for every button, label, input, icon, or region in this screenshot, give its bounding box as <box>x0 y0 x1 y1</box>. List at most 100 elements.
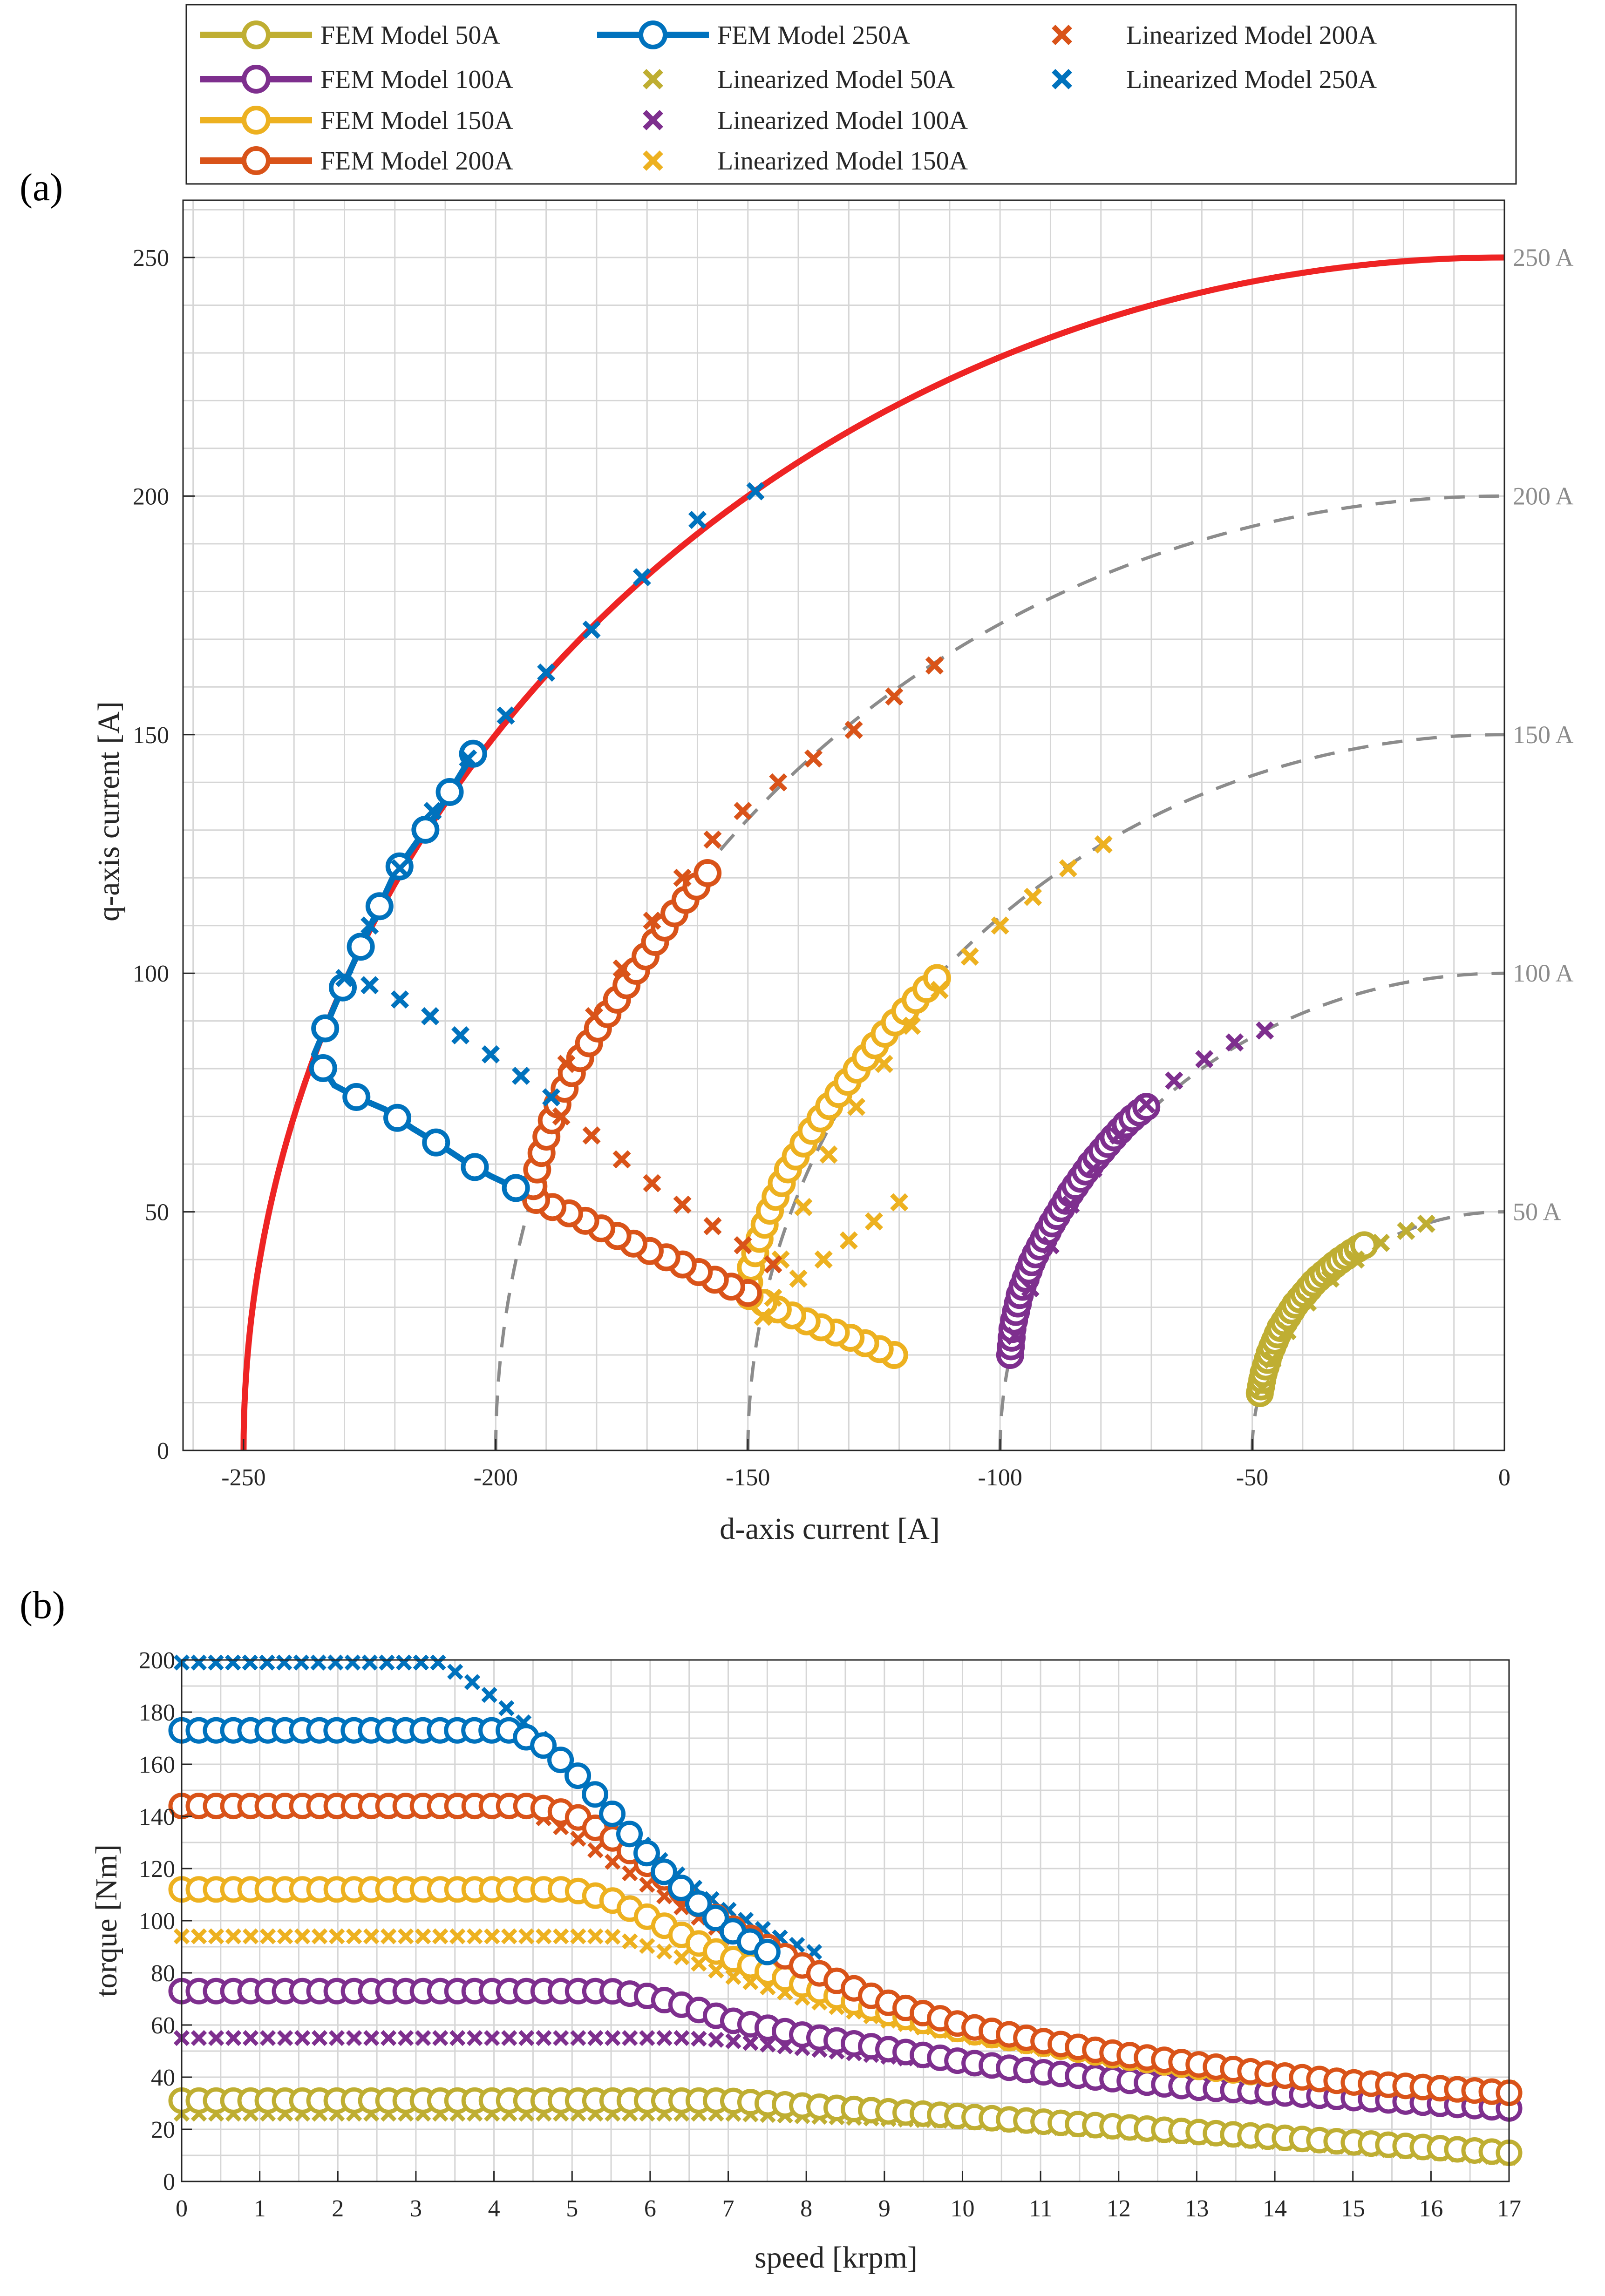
linearized-data-point <box>294 1928 311 1944</box>
y-tick-label: 160 <box>139 1752 175 1778</box>
linearized-data-point <box>612 959 631 978</box>
x-tick-label: 16 <box>1419 2195 1443 2222</box>
current-limit-circle-250 <box>240 254 1505 1451</box>
legend-entry: FEM Model 100A <box>200 65 513 94</box>
linearized-data-point <box>1195 1050 1214 1069</box>
linearized-data-point <box>432 2030 449 2046</box>
linearized-data-point <box>1347 1250 1365 1269</box>
fem-data-point <box>754 1938 781 1965</box>
linearized-data-point <box>467 2030 483 2046</box>
panel-b-series <box>168 1654 1523 2166</box>
linearized-data-point <box>1094 835 1113 854</box>
linearized-data-point <box>553 1928 569 1944</box>
fem-data-point <box>342 1083 371 1111</box>
linearized-data-point <box>451 1026 470 1044</box>
fem-data-point <box>582 1781 609 1808</box>
linearized-data-point <box>643 911 661 930</box>
linearized-data-point <box>587 2030 604 2046</box>
linearized-data-point <box>725 1969 741 1985</box>
linearized-data-point <box>423 802 442 820</box>
linearized-data-point <box>430 1654 446 1671</box>
legend-cross-marker <box>1052 25 1072 45</box>
fem-data-point <box>309 1054 337 1082</box>
x-tick-label: -250 <box>221 1464 265 1491</box>
linearized-data-point <box>991 916 1009 935</box>
linearized-data-point <box>1256 1021 1274 1040</box>
legend-label: FEM Model 50A <box>320 21 500 50</box>
linearized-data-point <box>259 1928 276 1944</box>
linearized-data-point <box>464 1674 481 1690</box>
x-tick-label: 10 <box>950 2195 974 2222</box>
linearized-series <box>552 656 944 1273</box>
y-tick-label: 200 <box>133 483 169 510</box>
x-tick-label: 8 <box>800 2195 812 2222</box>
linearized-data-point <box>395 1654 412 1671</box>
linearized-data-point <box>1321 1269 1340 1288</box>
linearized-data-point <box>449 1928 466 1944</box>
x-tick-label: 11 <box>1029 2195 1052 2222</box>
linearized-data-point <box>587 1928 604 1944</box>
x-axis-label: d-axis current [A] <box>720 1512 940 1546</box>
linearized-data-point <box>612 1150 631 1169</box>
y-tick-label: 120 <box>139 1856 175 1883</box>
linearized-data-point <box>432 1928 449 1944</box>
linearized-data-point <box>769 773 788 792</box>
y-axis-label: q-axis current [A] <box>92 701 126 921</box>
current-limit-circles: 250 A 200 A 150 A 100 A 50 A <box>240 244 1574 1451</box>
linearized-data-point <box>536 2030 552 2046</box>
linearized-series <box>1253 1214 1435 1398</box>
linearized-data-point <box>656 1943 673 1960</box>
linearized-data-point <box>360 916 379 935</box>
x-tick-label: 4 <box>488 2195 500 2222</box>
fem-data-point <box>685 1890 712 1917</box>
linearized-data-point <box>360 976 379 995</box>
linearized-data-point <box>501 2030 517 2046</box>
x-tick-label: 13 <box>1184 2195 1209 2222</box>
x-tick-label: 15 <box>1341 2195 1365 2222</box>
legend-entry: Linearized Model 250A <box>1052 65 1377 94</box>
x-axis-label: speed [krpm] <box>755 2241 918 2275</box>
linearized-data-point <box>742 2035 759 2051</box>
current-limit-circle-dashed <box>494 494 1505 1451</box>
linearized-data-point <box>259 1654 275 1671</box>
linearized-data-point <box>903 1016 921 1035</box>
y-tick-label: 100 <box>133 961 169 987</box>
fem-series <box>168 1717 781 1965</box>
linearized-data-point <box>746 482 765 501</box>
fem-data-point <box>547 1747 574 1774</box>
fem-data-point <box>502 1174 530 1202</box>
linearized-data-point <box>277 1928 293 1944</box>
linearized-data-point <box>346 1928 362 1944</box>
fem-data-point <box>461 1153 489 1181</box>
linearized-data-point <box>960 947 979 966</box>
x-tick-label: 1 <box>254 2195 266 2222</box>
linearized-data-point <box>311 2030 328 2046</box>
y-tick-label: 40 <box>151 2065 175 2091</box>
linearized-data-point <box>397 2030 414 2046</box>
linearized-data-point <box>415 2030 431 2046</box>
legend-label: Linearized Model 100A <box>717 106 968 135</box>
linearized-data-point <box>1059 859 1077 878</box>
legend-label: FEM Model 100A <box>320 65 513 94</box>
linearized-data-point <box>639 2030 655 2046</box>
linearized-data-point <box>673 1195 692 1214</box>
linearized-data-point <box>622 1933 638 1950</box>
linearized-data-point <box>673 1949 690 1965</box>
fem-data-point <box>383 1104 412 1132</box>
linearized-data-point <box>1084 1159 1103 1178</box>
linearized-data-point <box>225 1928 242 1944</box>
linearized-data-point <box>814 1250 833 1269</box>
fem-data-point <box>633 1840 660 1867</box>
linearized-data-point <box>885 687 904 706</box>
linearized-data-point <box>1253 1379 1272 1398</box>
legend-entry: Linearized Model 150A <box>643 147 968 176</box>
linearized-data-point <box>208 2030 224 2046</box>
linearized-data-point <box>363 1928 380 1944</box>
y-axis-label: torque [Nm] <box>89 1844 123 1997</box>
fem-data-point <box>694 859 722 887</box>
x-tick-label: 9 <box>878 2195 891 2222</box>
fem-series <box>168 1793 1523 2106</box>
y-tick-label: 180 <box>139 1700 175 1726</box>
x-tick-label: -150 <box>726 1464 770 1491</box>
linearized-data-point <box>542 1088 560 1107</box>
